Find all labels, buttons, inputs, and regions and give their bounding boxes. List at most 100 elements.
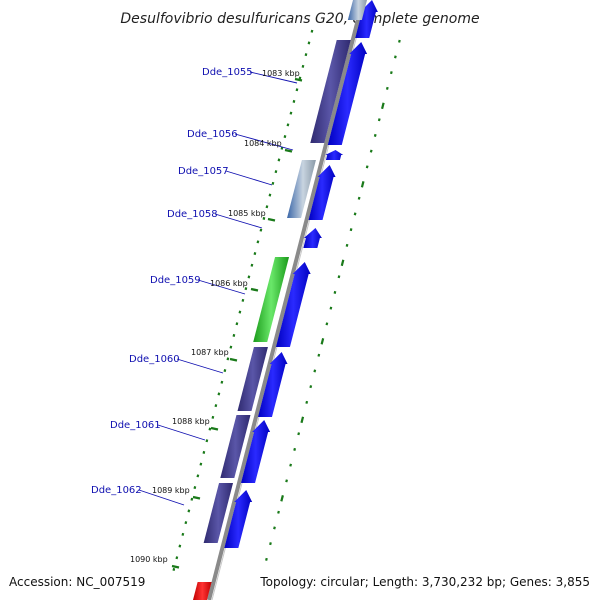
red-feature — [193, 582, 212, 600]
kbp-label: 1083 kbp — [262, 69, 300, 78]
gene-arrow-small — [325, 150, 344, 160]
steel-feature — [347, 0, 367, 20]
inner-tick — [211, 415, 215, 419]
gene-leader-line — [176, 358, 224, 374]
map-title: Desulfovibrio desulfuricans G20, complet… — [120, 11, 479, 27]
inner-tick — [301, 64, 305, 68]
outer-tick — [277, 510, 280, 514]
steel-feature — [287, 160, 316, 218]
inner-tick — [286, 123, 290, 127]
inner-tick — [274, 170, 278, 174]
gene-label: Dde_1057 — [178, 166, 229, 177]
inner-tick — [226, 357, 230, 361]
inner-tick — [208, 427, 212, 431]
inner-tick — [238, 310, 242, 314]
gene-leader-line — [214, 213, 263, 229]
gene-arrow — [355, 0, 378, 38]
outer-tick — [300, 416, 305, 424]
inner-tick — [199, 462, 203, 466]
accession-label: Accession: NC_007519 — [9, 575, 145, 589]
kbp-tick — [284, 148, 293, 153]
inner-tick — [271, 181, 275, 185]
purple-feature — [237, 347, 268, 411]
gene-arrow-small — [303, 228, 322, 248]
inner-tick — [193, 486, 197, 490]
inner-tick — [259, 228, 263, 232]
gene-arrow — [241, 420, 271, 483]
inner-tick — [292, 99, 296, 103]
gene-label: Dde_1055 — [202, 67, 253, 78]
inner-tick — [277, 158, 281, 162]
outer-tick — [389, 71, 393, 75]
inner-tick — [205, 439, 209, 443]
kbp-tick — [171, 564, 180, 569]
gene-arrow — [224, 490, 253, 548]
kbp-tick — [267, 217, 276, 222]
outer-tick — [377, 118, 381, 122]
inner-tick — [256, 240, 260, 244]
inner-tick — [310, 29, 314, 33]
inner-tick — [235, 322, 239, 326]
outer-tick — [269, 542, 272, 546]
inner-tick — [229, 345, 233, 349]
inner-tick — [202, 450, 206, 454]
inner-tick — [268, 193, 272, 197]
gene-leader-line — [138, 489, 185, 506]
inner-tick — [223, 369, 227, 373]
purple-feature — [203, 483, 234, 543]
outer-tick — [393, 55, 397, 59]
inner-tick — [244, 287, 248, 291]
gene-label: Dde_1058 — [167, 209, 218, 220]
outer-tick — [357, 196, 361, 200]
kbp-label: 1088 kbp — [172, 417, 210, 426]
outer-tick — [337, 275, 341, 279]
outer-tick — [381, 102, 385, 110]
outer-tick — [329, 306, 333, 310]
gene-leader-line — [197, 279, 246, 295]
kbp-label: 1084 kbp — [244, 139, 282, 148]
inner-tick — [184, 521, 188, 525]
outer-tick — [265, 557, 268, 561]
outer-tick — [365, 165, 369, 169]
kbp-label: 1087 kbp — [191, 348, 229, 357]
outer-tick — [309, 385, 313, 389]
kbp-tick — [210, 426, 219, 431]
kbp-tick — [229, 357, 238, 362]
outer-tick — [280, 495, 284, 502]
outer-tick — [320, 338, 325, 345]
inner-tick — [220, 380, 224, 384]
inner-tick — [178, 544, 182, 548]
outer-tick — [305, 400, 309, 404]
inner-tick — [289, 111, 293, 115]
gene-label: Dde_1056 — [187, 129, 238, 140]
inner-tick — [187, 509, 191, 513]
outer-tick — [349, 228, 353, 232]
outer-tick — [360, 181, 365, 188]
inner-tick — [247, 275, 251, 279]
feature-track — [193, 0, 378, 600]
outer-tick — [293, 447, 297, 451]
outer-tick — [369, 149, 373, 153]
outer-tick — [353, 212, 357, 216]
inner-tick — [262, 216, 266, 220]
label-layer: Dde_1055 Dde_1056 Dde_1057 Dde_1058 Dde_1059… — [91, 67, 303, 569]
purple-feature — [220, 415, 251, 478]
kbp-label: 1090 kbp — [130, 555, 168, 564]
inner-tick — [196, 474, 200, 478]
outer-tick — [385, 86, 389, 90]
inner-tick — [190, 497, 194, 501]
outer-tick — [313, 369, 317, 373]
gene-label: Dde_1059 — [150, 275, 201, 286]
kbp-tick — [294, 77, 303, 82]
gene-leader-line — [249, 71, 298, 84]
inner-tick — [304, 53, 308, 57]
inner-tick — [253, 252, 257, 256]
inner-tick — [175, 556, 179, 560]
inner-tick — [172, 567, 176, 571]
outer-tick — [340, 259, 345, 267]
gene-leader-line — [157, 424, 206, 441]
gene-arrow — [257, 352, 288, 417]
outer-tick — [325, 322, 329, 326]
topology-label: Topology: circular; Length: 3,730,232 bp… — [259, 575, 590, 589]
